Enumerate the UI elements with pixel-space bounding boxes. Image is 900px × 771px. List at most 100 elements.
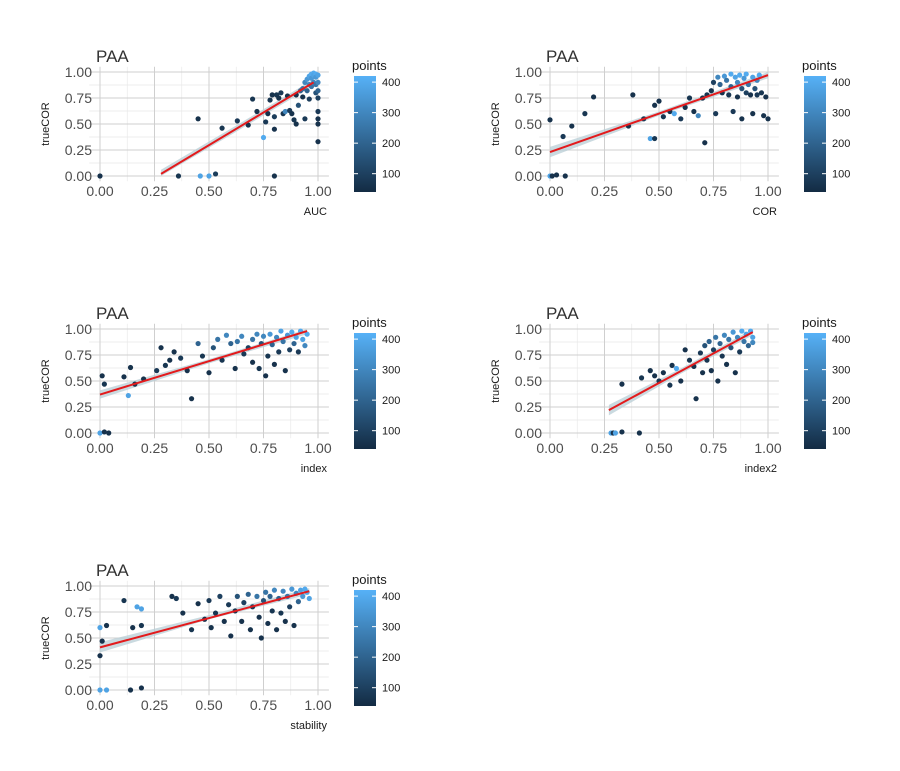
- data-point: [652, 135, 658, 142]
- y-tick-label: 1.00: [65, 578, 92, 594]
- x-axis-label: index: [301, 463, 328, 475]
- data-point: [291, 622, 297, 629]
- data-point: [197, 173, 203, 179]
- data-point: [206, 597, 212, 604]
- data-point: [728, 345, 734, 351]
- x-tick-label: 0.25: [141, 440, 168, 456]
- data-point: [278, 90, 284, 96]
- data-point: [199, 353, 206, 359]
- data-point: [289, 111, 295, 117]
- data-point: [273, 334, 280, 340]
- data-point: [652, 373, 658, 379]
- x-tick-label: 0.25: [591, 440, 618, 456]
- y-tick-label: 0.25: [515, 142, 542, 158]
- legend-tick-label: 400: [382, 591, 400, 603]
- data-point: [293, 121, 299, 127]
- data-point: [739, 116, 745, 122]
- data-point: [549, 173, 555, 179]
- data-point: [127, 687, 134, 693]
- data-point: [702, 140, 708, 146]
- data-point: [739, 86, 745, 92]
- legend-title: points: [352, 58, 387, 73]
- data-point: [278, 328, 284, 334]
- data-point: [154, 368, 160, 374]
- data-point: [267, 331, 273, 337]
- data-point: [745, 343, 751, 349]
- data-point: [295, 599, 301, 605]
- data-point: [245, 122, 251, 128]
- data-point: [254, 593, 260, 599]
- data-point: [739, 328, 745, 334]
- data-point: [706, 338, 712, 345]
- y-tick-label: 0.25: [65, 399, 92, 415]
- data-point: [686, 95, 693, 101]
- data-point: [763, 94, 769, 100]
- data-point: [260, 333, 267, 339]
- y-tick-label: 0.00: [65, 168, 92, 184]
- data-point: [103, 622, 110, 629]
- data-point: [138, 685, 145, 691]
- data-point: [188, 396, 195, 402]
- data-point: [280, 338, 286, 345]
- data-point: [636, 430, 642, 436]
- data-point: [619, 429, 625, 435]
- data-point: [723, 77, 730, 83]
- data-point: [300, 593, 306, 599]
- data-point: [241, 600, 247, 606]
- data-point: [232, 365, 238, 372]
- data-point: [195, 116, 201, 122]
- y-tick-label: 1.00: [515, 64, 542, 80]
- data-point: [695, 113, 701, 119]
- panel-title: PAA: [96, 47, 129, 66]
- data-point: [562, 173, 568, 179]
- data-point: [106, 430, 112, 436]
- color-bar: [354, 590, 376, 706]
- data-point: [265, 620, 271, 627]
- x-tick-label: 1.00: [754, 183, 781, 199]
- data-point: [167, 357, 173, 363]
- x-tick-label: 0.00: [86, 697, 113, 713]
- y-tick-label: 0.50: [65, 373, 92, 389]
- x-tick-label: 0.50: [645, 440, 672, 456]
- panel-title: PAA: [546, 47, 579, 66]
- data-point: [547, 117, 553, 123]
- data-point: [101, 429, 107, 435]
- data-point: [693, 396, 699, 402]
- data-point: [280, 588, 286, 594]
- data-point: [234, 338, 240, 345]
- x-tick-label: 0.50: [195, 697, 222, 713]
- regression-line: [99, 590, 310, 649]
- data-point: [271, 173, 277, 179]
- color-bar: [804, 76, 826, 192]
- data-point: [121, 597, 127, 604]
- y-tick-label: 0.25: [515, 399, 542, 415]
- x-tick-label: 1.00: [304, 183, 331, 199]
- data-point: [295, 102, 301, 108]
- data-point: [291, 117, 297, 123]
- y-tick-label: 0.75: [515, 90, 542, 106]
- data-point: [723, 361, 730, 367]
- x-tick-label: 0.50: [195, 183, 222, 199]
- panel-title: PAA: [96, 561, 129, 580]
- data-point: [700, 370, 706, 376]
- data-point: [295, 349, 301, 355]
- y-tick-label: 0.00: [65, 682, 92, 698]
- data-point: [125, 392, 131, 399]
- data-point: [669, 362, 675, 368]
- legend-tick-label: 200: [832, 395, 850, 407]
- data-point: [315, 88, 321, 94]
- regression-line: [99, 330, 308, 396]
- legend-tick-label: 300: [382, 365, 400, 377]
- x-tick-label: 0.25: [591, 183, 618, 199]
- data-point: [300, 94, 306, 100]
- data-point: [750, 334, 756, 340]
- x-tick-label: 0.75: [700, 183, 727, 199]
- data-point: [756, 72, 762, 78]
- data-point: [271, 126, 277, 132]
- x-tick-label: 0.00: [86, 440, 113, 456]
- data-point: [256, 614, 262, 620]
- data-point: [734, 94, 741, 100]
- data-point: [276, 349, 282, 355]
- data-point: [300, 336, 306, 342]
- data-point: [630, 92, 636, 98]
